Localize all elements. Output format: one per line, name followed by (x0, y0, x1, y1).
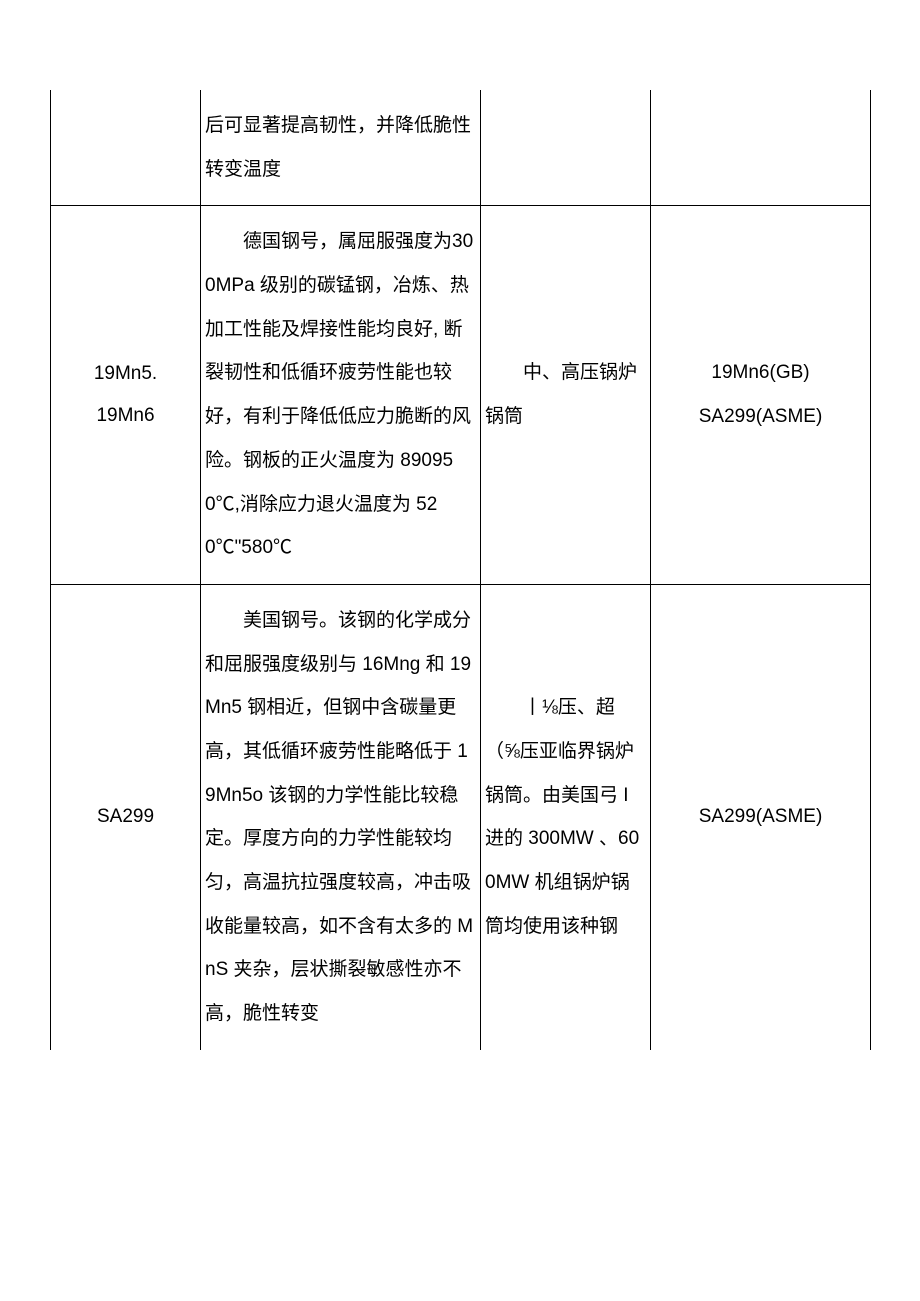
equiv-line: SA299(ASME) (655, 395, 866, 439)
cell-description: 德国钢号，属屈服强度为300MPa 级别的碳锰钢，冶炼、热加工性能及焊接性能均良… (201, 206, 481, 585)
cell-description: 后可显著提高韧性，并降低脆性转变温度 (201, 90, 481, 206)
cell-application: 丨⅛压、超（⅝压亚临界锅炉锅筒。由美国弓 I 进的 300MW 、600MW 机… (481, 584, 651, 1049)
table-row: 19Mn5. 19Mn6 德国钢号，属屈服强度为300MPa 级别的碳锰钢，冶炼… (51, 206, 871, 585)
desc-text: 美国钢号。该钢的化学成分和屈服强度级别与 16Mng 和 19Mn5 钢相近，但… (205, 599, 476, 1036)
cell-grade: 19Mn5. 19Mn6 (51, 206, 201, 585)
app-text: 丨⅛压、超（⅝压亚临界锅炉锅筒。由美国弓 I 进的 300MW 、600MW 机… (485, 686, 646, 948)
cell-grade (51, 90, 201, 206)
cell-description: 美国钢号。该钢的化学成分和屈服强度级别与 16Mng 和 19Mn5 钢相近，但… (201, 584, 481, 1049)
cell-application (481, 90, 651, 206)
cell-grade: SA299 (51, 584, 201, 1049)
steel-table: 后可显著提高韧性，并降低脆性转变温度 19Mn5. 19Mn6 德国钢号，属屈服… (50, 90, 871, 1050)
cell-equivalent: 19Mn6(GB) SA299(ASME) (651, 206, 871, 585)
cell-application: 中、高压锅炉锅筒 (481, 206, 651, 585)
app-text: 中、高压锅炉锅筒 (485, 351, 646, 438)
desc-text: 德国钢号，属屈服强度为300MPa 级别的碳锰钢，冶炼、热加工性能及焊接性能均良… (205, 220, 476, 570)
cell-equivalent: SA299(ASME) (651, 584, 871, 1049)
grade-line: 19Mn6 (55, 395, 196, 437)
cell-equivalent (651, 90, 871, 206)
equiv-line: 19Mn6(GB) (655, 351, 866, 395)
table-row: SA299 美国钢号。该钢的化学成分和屈服强度级别与 16Mng 和 19Mn5… (51, 584, 871, 1049)
page-container: 后可显著提高韧性，并降低脆性转变温度 19Mn5. 19Mn6 德国钢号，属屈服… (0, 0, 920, 1140)
table-row: 后可显著提高韧性，并降低脆性转变温度 (51, 90, 871, 206)
grade-line: 19Mn5. (55, 353, 196, 395)
